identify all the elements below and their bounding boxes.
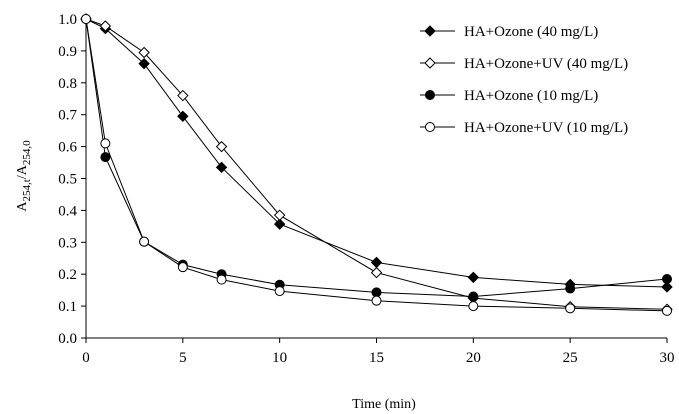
x-axis-title: Time (min) bbox=[352, 397, 416, 412]
legend-item-3: HA+Ozone (10 mg/L) bbox=[420, 88, 598, 104]
x-tick-label: 10 bbox=[272, 350, 287, 366]
y-tick-label: 0.4 bbox=[58, 203, 77, 219]
y-axis-title-sub2: 254,0 bbox=[21, 140, 33, 165]
legend-marker bbox=[425, 90, 435, 100]
data-point bbox=[274, 286, 285, 297]
legend-item-4: HA+Ozone+UV (10 mg/L) bbox=[420, 120, 628, 136]
y-axis-title-slash: /A bbox=[15, 164, 30, 179]
data-point bbox=[370, 266, 383, 279]
series-4 bbox=[81, 14, 672, 316]
x-tick-label: 30 bbox=[660, 350, 675, 366]
y-tick-label: 0.0 bbox=[58, 331, 77, 347]
series-line bbox=[85, 18, 668, 288]
y-tick-label: 0.9 bbox=[58, 44, 77, 60]
data-point bbox=[662, 273, 672, 284]
legend-item-1: HA+Ozone (40 mg/L) bbox=[420, 24, 598, 40]
legend-label: HA+Ozone+UV (10 mg/L) bbox=[464, 120, 628, 136]
x-tick-label: 25 bbox=[563, 350, 578, 366]
y-tick-label: 0.6 bbox=[58, 140, 77, 156]
y-tick-label: 0.1 bbox=[58, 299, 77, 315]
data-point bbox=[81, 14, 91, 24]
y-axis-title: A254,t/A254,0 bbox=[15, 140, 33, 212]
series-line bbox=[85, 18, 668, 312]
series-layer bbox=[80, 13, 673, 316]
data-point bbox=[215, 161, 228, 174]
data-point bbox=[468, 291, 479, 302]
y-tick-label: 0.7 bbox=[58, 108, 77, 124]
x-tick-label: 20 bbox=[466, 350, 481, 366]
data-point bbox=[662, 305, 672, 316]
data-point bbox=[139, 236, 150, 247]
ticks: 0.0 0.1 0.2 0.3 0.4 0.5 0.6 0.7 0.8 0.9 1.0 0 5 10 15 2… bbox=[58, 12, 674, 366]
y-axis-title-base: A bbox=[15, 201, 30, 212]
data-point bbox=[565, 303, 576, 314]
legend-marker bbox=[424, 25, 436, 37]
legend: HA+Ozone (40 mg/L) HA+Ozone+UV (40 mg/L) H… bbox=[420, 24, 628, 136]
y-tick-label: 0.2 bbox=[58, 267, 77, 283]
x-tick-label: 5 bbox=[179, 350, 187, 366]
legend-marker bbox=[425, 122, 435, 132]
data-point bbox=[273, 209, 286, 221]
data-point bbox=[467, 271, 480, 284]
legend-label: HA+Ozone (10 mg/L) bbox=[464, 88, 598, 104]
x-tick-label: 15 bbox=[369, 350, 384, 366]
data-point bbox=[565, 283, 576, 294]
data-point bbox=[468, 301, 479, 312]
data-point bbox=[371, 287, 382, 298]
y-tick-label: 1.0 bbox=[58, 12, 77, 28]
series-line bbox=[85, 18, 668, 298]
data-point bbox=[100, 138, 111, 149]
data-point bbox=[177, 262, 188, 273]
y-tick-label: 0.5 bbox=[58, 172, 77, 188]
data-point bbox=[216, 274, 227, 285]
data-point bbox=[273, 218, 286, 230]
y-tick-label: 0.8 bbox=[58, 76, 77, 92]
data-point bbox=[215, 140, 228, 153]
data-point bbox=[138, 46, 150, 59]
legend-marker bbox=[424, 57, 436, 69]
data-point bbox=[177, 110, 189, 123]
data-point bbox=[100, 152, 111, 163]
legend-label: HA+Ozone (40 mg/L) bbox=[464, 24, 598, 40]
legend-item-2: HA+Ozone+UV (40 mg/L) bbox=[420, 56, 628, 72]
data-point bbox=[138, 57, 150, 70]
data-point bbox=[661, 281, 673, 293]
data-point bbox=[177, 89, 189, 102]
series-line bbox=[85, 18, 668, 310]
y-axis-title-sub1: 254,t bbox=[21, 179, 33, 201]
data-point bbox=[371, 295, 382, 306]
legend-label: HA+Ozone+UV (40 mg/L) bbox=[464, 56, 628, 72]
y-tick-label: 0.3 bbox=[58, 235, 77, 251]
data-point bbox=[99, 20, 112, 32]
data-point bbox=[370, 256, 383, 269]
x-tick-label: 0 bbox=[82, 350, 90, 366]
